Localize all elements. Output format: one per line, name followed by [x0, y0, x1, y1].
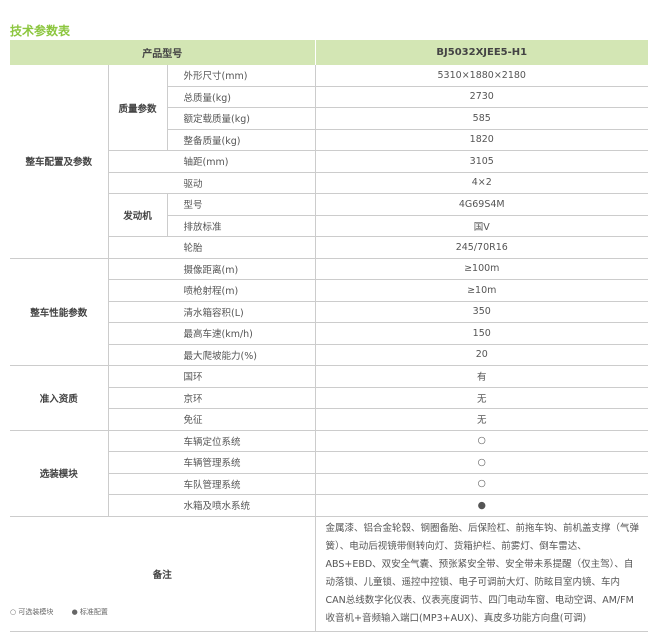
- table-row: 轮胎 245/70R16: [10, 236, 648, 259]
- row-label: 整备质量(kg): [167, 129, 315, 151]
- table-row: 京环无: [10, 387, 648, 409]
- row-label: 最高车速(km/h): [107, 322, 315, 345]
- spec-table: 产品型号 BJ5032XJEE5-H1 整车配置及参数 质量参数 外形尺寸(mm…: [10, 40, 648, 632]
- section-label: 整车配置及参数: [10, 65, 108, 259]
- legend: ○ 可选装模块 ● 标准配置: [10, 607, 124, 617]
- table-row: 水箱及喷水系统 ●: [10, 494, 648, 517]
- row-value: 585: [314, 107, 648, 130]
- row-value: 有: [314, 365, 648, 388]
- table-row: 额定载质量(kg) 585: [10, 107, 648, 130]
- table-row: 整车配置及参数 质量参数 外形尺寸(mm) 5310×1880×2180: [10, 65, 648, 259]
- legend-optional: ○ 可选装模块: [10, 608, 54, 616]
- row-value: 4×2: [314, 172, 648, 194]
- header-model: BJ5032XJEE5-H1: [315, 40, 648, 65]
- table-row: 最高车速(km/h) 150: [10, 322, 648, 345]
- row-value: ○: [314, 451, 648, 474]
- row-label: 车辆定位系统: [107, 430, 315, 452]
- row-label: 外形尺寸(mm): [167, 65, 315, 87]
- table-row: 清水箱容积(L) 350: [10, 301, 648, 323]
- table-row: 免征无: [10, 408, 648, 431]
- row-label: 驱动: [107, 172, 315, 194]
- row-label: 轴距(mm): [107, 150, 315, 173]
- table-row: 喷枪射程(m) ≥10m: [10, 279, 648, 302]
- row-label: 总质量(kg): [167, 86, 315, 108]
- row-label: 京环: [107, 387, 315, 409]
- notes-row: 备注 金属漆、铝合金轮毂、钢圈备胎、后保险杠、前拖车钩、前机盖支撑（气弹簧）、电…: [10, 516, 648, 632]
- section-label: 选装模块: [10, 430, 108, 517]
- row-label: 清水箱容积(L): [107, 301, 315, 323]
- row-label: 国环: [107, 365, 315, 388]
- notes-label: 备注: [10, 516, 315, 632]
- row-value: 245/70R16: [314, 236, 648, 259]
- page-title: 技术参数表: [10, 24, 71, 38]
- table-row: 整车性能参数 摄像距离(m) ≥100m: [10, 258, 648, 366]
- table-row: 准入资质 国环有: [10, 365, 648, 431]
- table-row: 最大爬坡能力(%) 20: [10, 344, 648, 366]
- section-label: 整车性能参数: [10, 258, 108, 366]
- notes-text: 金属漆、铝合金轮毂、钢圈备胎、后保险杠、前拖车钩、前机盖支撑（气弹簧）、电动后视…: [314, 516, 648, 632]
- row-value: 无: [314, 387, 648, 409]
- row-value: 1820: [314, 129, 648, 151]
- row-label: 车辆管理系统: [107, 451, 315, 474]
- row-label: 额定载质量(kg): [167, 107, 315, 130]
- row-value: ≥10m: [314, 279, 648, 302]
- row-label: 型号: [167, 193, 315, 216]
- table-row: 排放标准 国V: [10, 215, 648, 237]
- row-label: 排放标准: [167, 215, 315, 237]
- group-label: 发动机: [107, 193, 168, 237]
- table-header: 产品型号 BJ5032XJEE5-H1: [10, 40, 648, 65]
- table-row: 整备质量(kg) 1820: [10, 129, 648, 151]
- table-row: 发动机 型号 4G69S4M: [10, 193, 648, 237]
- row-value: ○: [314, 430, 648, 452]
- row-value: 无: [314, 408, 648, 431]
- table-row: 选装模块 车辆定位系统 ○: [10, 430, 648, 517]
- row-label: 水箱及喷水系统: [107, 494, 315, 517]
- row-value: 5310×1880×2180: [314, 65, 648, 87]
- row-label: 车队管理系统: [107, 473, 315, 495]
- row-value: 3105: [314, 150, 648, 173]
- header-label: 产品型号: [10, 40, 316, 65]
- row-label: 轮胎: [107, 236, 315, 259]
- row-value: 20: [314, 344, 648, 366]
- group-label: 质量参数: [107, 65, 168, 151]
- row-value: ○: [314, 473, 648, 495]
- row-value: ≥100m: [314, 258, 648, 280]
- table-row: 轴距(mm) 3105: [10, 150, 648, 173]
- table-row: 总质量(kg) 2730: [10, 86, 648, 108]
- row-label: 免征: [107, 408, 315, 431]
- table-row: 驱动 4×2: [10, 172, 648, 194]
- legend-standard: ● 标准配置: [71, 608, 108, 616]
- row-label: 喷枪射程(m): [107, 279, 315, 302]
- row-value: 国V: [314, 215, 648, 237]
- table-row: 车辆管理系统 ○: [10, 451, 648, 474]
- row-value: ●: [314, 494, 648, 517]
- row-value: 350: [314, 301, 648, 323]
- row-value: 150: [314, 322, 648, 345]
- section-label: 准入资质: [10, 365, 108, 431]
- row-value: 4G69S4M: [314, 193, 648, 216]
- row-value: 2730: [314, 86, 648, 108]
- row-label: 摄像距离(m): [107, 258, 315, 280]
- table-row: 车队管理系统 ○: [10, 473, 648, 495]
- row-label: 最大爬坡能力(%): [107, 344, 315, 366]
